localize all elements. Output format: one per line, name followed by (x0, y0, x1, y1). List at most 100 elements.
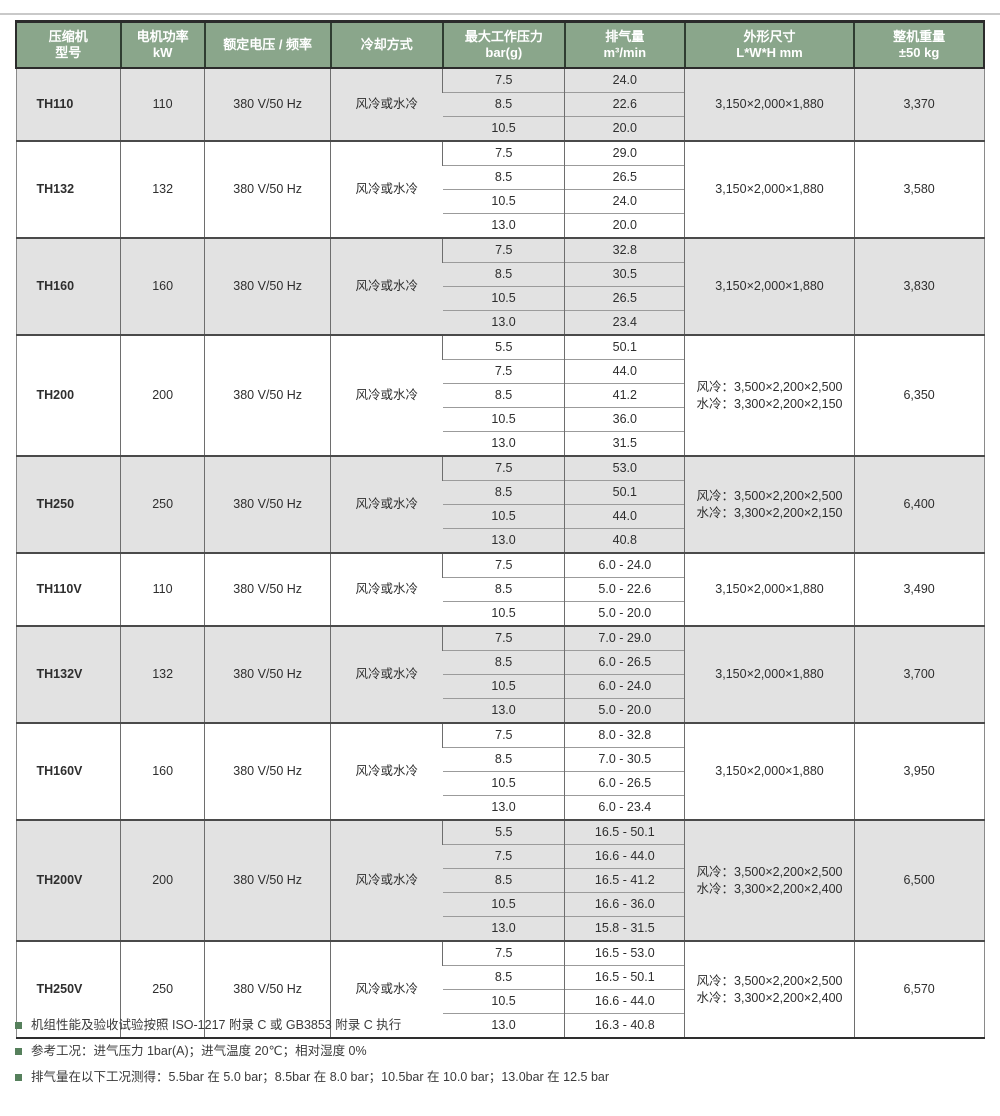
pressure-cell: 8.5 (442, 868, 565, 893)
pressure-cell: 8.5 (442, 965, 565, 990)
footnotes: 机组性能及验收试验按照 ISO-1217 附录 C 或 GB3853 附录 C … (15, 1018, 985, 1096)
displacement-cell: 31.5 (564, 431, 685, 456)
displacement-cell: 36.0 (564, 407, 685, 432)
spec-row: 8.5 16.5 - 41.2 (16, 868, 984, 893)
spec-row: TH160 160 380 V/50 Hz 风冷或水冷 7.5 32.8 3,150×2,0… (16, 237, 984, 335)
pressure-cell: 7.5 (442, 359, 565, 384)
spec-row: 13.0 40.8 (16, 528, 984, 553)
spec-row: 8.5 41.2 (16, 383, 984, 408)
power-cell: 200 (120, 334, 205, 456)
header-displacement: 排气量 m³/min (563, 20, 685, 69)
dimensions-text: 风冷：3,500×2,200×2,500 水冷：3,300×2,200×2,150 (696, 380, 843, 411)
pressure-cell: 10.5 (442, 771, 565, 796)
spec-row: TH250 250 380 V/50 Hz 风冷或水冷 7.5 53.0 风冷：3,500×… (16, 455, 984, 553)
spec-row: TH200 200 380 V/50 Hz 风冷或水冷 5.5 50.1 风冷：3,500×… (16, 334, 984, 456)
cooling-cell: 风冷或水冷 (330, 237, 443, 335)
weight-cell: 3,370 (853, 68, 984, 141)
dimensions-text: 3,150×2,000×1,880 (715, 279, 824, 294)
dimensions-cell: 3,150×2,000×1,880 (684, 722, 855, 820)
cooling-cell: 风冷或水冷 (330, 334, 443, 456)
pressure-cell: 10.5 (442, 989, 565, 1014)
dimensions-text: 风冷：3,500×2,200×2,500 水冷：3,300×2,200×2,400 (696, 865, 843, 896)
power-cell: 132 (120, 625, 205, 723)
pressure-cell: 7.5 (442, 625, 565, 651)
spec-row: 13.0 31.5 (16, 431, 984, 456)
dimensions-text: 3,150×2,000×1,880 (715, 764, 824, 779)
displacement-cell: 20.0 (564, 213, 685, 238)
spec-row: TH200V 200 380 V/50 Hz 风冷或水冷 5.5 16.5 - 50.1 风… (16, 819, 984, 941)
displacement-cell: 22.6 (564, 92, 685, 117)
header-row: 压缩机 型号 电机功率 kW 额定电压 / 频率 冷却方式 最大工作压力 bar(g)… (15, 20, 985, 69)
weight-cell: 6,400 (853, 455, 984, 553)
spec-row: 8.5 30.5 (16, 262, 984, 287)
pressure-cell: 10.5 (442, 892, 565, 917)
cooling-cell: 风冷或水冷 (330, 140, 443, 238)
power-cell: 200 (120, 819, 205, 941)
displacement-cell: 5.0 - 20.0 (564, 601, 685, 626)
spec-row: 10.5 36.0 (16, 407, 984, 432)
spec-row: 10.5 16.6 - 36.0 (16, 892, 984, 917)
cooling-cell: 风冷或水冷 (330, 940, 443, 1038)
model-cell: TH160V (16, 722, 121, 820)
weight-cell: 3,490 (853, 552, 984, 626)
pressure-cell: 8.5 (442, 650, 565, 675)
displacement-cell: 6.0 - 26.5 (564, 650, 685, 675)
model-cell: TH200V (16, 819, 121, 941)
spec-row: 13.0 5.0 - 20.0 (16, 698, 984, 723)
displacement-cell: 44.0 (564, 359, 685, 384)
power-cell: 160 (120, 722, 205, 820)
displacement-cell: 20.0 (564, 116, 685, 141)
spec-row: 10.5 20.0 (16, 116, 984, 141)
dimensions-text: 风冷：3,500×2,200×2,500 水冷：3,300×2,200×2,400 (696, 974, 843, 1005)
weight-cell: 3,700 (853, 625, 984, 723)
weight-cell: 3,950 (853, 722, 984, 820)
voltage-cell: 380 V/50 Hz (204, 722, 331, 820)
power-cell: 110 (120, 68, 205, 141)
displacement-cell: 16.5 - 53.0 (564, 940, 685, 966)
pressure-cell: 10.5 (442, 601, 565, 626)
pressure-cell: 5.5 (442, 334, 565, 360)
displacement-cell: 26.5 (564, 165, 685, 190)
dimensions-cell: 风冷：3,500×2,200×2,500 水冷：3,300×2,200×2,150 (684, 334, 855, 456)
spec-row: 8.5 7.0 - 30.5 (16, 747, 984, 772)
dimensions-cell: 风冷：3,500×2,200×2,500 水冷：3,300×2,200×2,400 (684, 940, 855, 1038)
spec-row: TH132 132 380 V/50 Hz 风冷或水冷 7.5 29.0 3,150×2,0… (16, 140, 984, 238)
pressure-cell: 8.5 (442, 262, 565, 287)
spec-row: 8.5 50.1 (16, 480, 984, 505)
power-cell: 132 (120, 140, 205, 238)
model-cell: TH132 (16, 140, 121, 238)
displacement-cell: 23.4 (564, 310, 685, 335)
footnote-text: 参考工况：进气压力 1bar(A)；进气温度 20℃；相对湿度 0% (31, 1044, 367, 1058)
dimensions-text: 3,150×2,000×1,880 (715, 97, 824, 112)
displacement-cell: 16.5 - 50.1 (564, 965, 685, 990)
header-weight: 整机重量 ±50 kg (853, 20, 985, 69)
spec-row: TH110 110 380 V/50 Hz 风冷或水冷 7.5 24.0 3,150×2,0… (16, 68, 984, 141)
displacement-cell: 50.1 (564, 334, 685, 360)
spec-row: 10.5 24.0 (16, 189, 984, 214)
header-voltage: 额定电压 / 频率 (203, 20, 331, 69)
displacement-cell: 26.5 (564, 286, 685, 311)
displacement-cell: 6.0 - 24.0 (564, 552, 685, 578)
pressure-cell: 7.5 (442, 940, 565, 966)
voltage-cell: 380 V/50 Hz (204, 625, 331, 723)
weight-cell: 6,570 (853, 940, 984, 1038)
cooling-cell: 风冷或水冷 (330, 722, 443, 820)
voltage-cell: 380 V/50 Hz (204, 334, 331, 456)
model-cell: TH250 (16, 455, 121, 553)
table-header: 压缩机 型号 电机功率 kW 额定电压 / 频率 冷却方式 最大工作压力 bar(g)… (15, 20, 985, 69)
spec-row: TH250V 250 380 V/50 Hz 风冷或水冷 7.5 16.5 - 53.0 风… (16, 940, 984, 1038)
model-cell: TH160 (16, 237, 121, 335)
pressure-cell: 13.0 (442, 431, 565, 456)
spec-row: 7.5 44.0 (16, 359, 984, 384)
pressure-cell: 10.5 (442, 504, 565, 529)
pressure-cell: 13.0 (442, 1013, 565, 1038)
displacement-cell: 32.8 (564, 237, 685, 263)
spec-row: 10.5 44.0 (16, 504, 984, 529)
displacement-cell: 5.0 - 20.0 (564, 698, 685, 723)
displacement-cell: 16.6 - 44.0 (564, 844, 685, 869)
header-power: 电机功率 kW (119, 20, 205, 69)
spec-row: 13.0 20.0 (16, 213, 984, 238)
footnote: 排气量在以下工况测得：5.5bar 在 5.0 bar；8.5bar 在 8.0… (15, 1070, 985, 1085)
dimensions-cell: 3,150×2,000×1,880 (684, 237, 855, 335)
